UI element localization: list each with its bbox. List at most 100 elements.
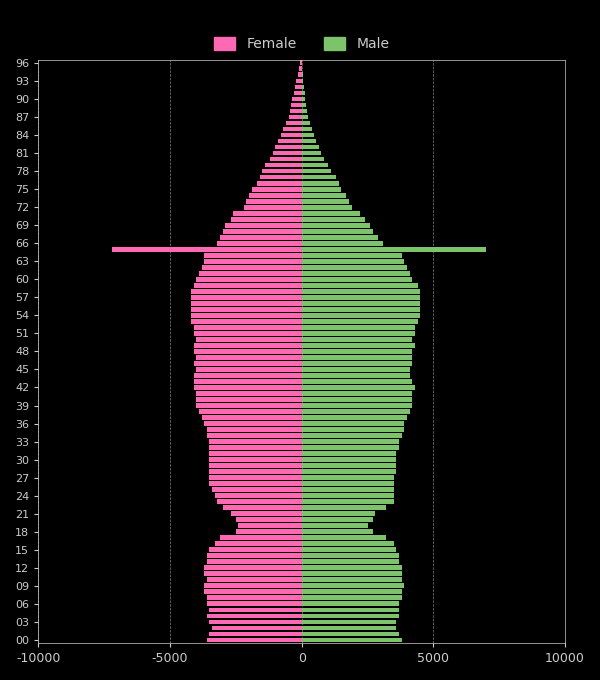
Bar [302, 415, 407, 420]
Bar [209, 481, 302, 486]
Bar [278, 139, 302, 143]
Bar [196, 277, 302, 282]
Bar [196, 391, 302, 396]
Bar [302, 156, 324, 161]
Bar [302, 602, 399, 607]
Bar [302, 632, 399, 636]
Bar [302, 307, 420, 311]
Bar [204, 590, 302, 594]
Bar [302, 488, 394, 492]
Bar [302, 511, 376, 516]
Bar [302, 445, 399, 450]
Bar [302, 103, 306, 107]
Bar [302, 475, 394, 480]
Bar [302, 583, 404, 588]
Bar [296, 78, 302, 84]
Bar [302, 560, 399, 564]
Bar [194, 325, 302, 330]
Bar [209, 607, 302, 612]
Bar [281, 133, 302, 137]
Bar [194, 373, 302, 378]
Bar [302, 367, 410, 372]
Bar [191, 295, 302, 300]
Bar [191, 313, 302, 318]
Bar [194, 379, 302, 384]
Bar [209, 619, 302, 624]
Bar [204, 566, 302, 571]
Bar [191, 319, 302, 324]
Bar [302, 163, 328, 167]
Bar [207, 427, 302, 432]
Bar [302, 175, 336, 180]
Bar [302, 349, 412, 354]
Bar [191, 301, 302, 306]
Bar [302, 247, 486, 252]
Bar [301, 61, 302, 65]
Bar [302, 379, 412, 384]
Bar [275, 145, 302, 150]
Bar [302, 469, 397, 474]
Bar [302, 554, 399, 558]
Bar [302, 499, 394, 504]
Bar [302, 78, 303, 84]
Bar [302, 439, 399, 444]
Bar [194, 331, 302, 336]
Bar [194, 385, 302, 390]
Bar [223, 228, 302, 234]
Bar [302, 373, 410, 378]
Bar [302, 114, 308, 120]
Bar [302, 84, 304, 89]
Bar [194, 283, 302, 288]
Bar [247, 199, 302, 203]
Bar [302, 547, 397, 552]
Legend: Female, Male: Female, Male [209, 32, 395, 57]
Bar [302, 343, 415, 347]
Bar [291, 103, 302, 107]
Bar [202, 415, 302, 420]
Bar [209, 439, 302, 444]
Bar [215, 541, 302, 546]
Bar [302, 529, 373, 534]
Bar [292, 97, 302, 101]
Bar [249, 192, 302, 197]
Bar [257, 181, 302, 186]
Bar [302, 427, 404, 432]
Bar [302, 199, 349, 203]
Bar [194, 343, 302, 347]
Bar [204, 571, 302, 576]
Bar [302, 73, 303, 78]
Bar [302, 90, 305, 95]
Bar [262, 169, 302, 173]
Bar [302, 638, 402, 643]
Bar [207, 596, 302, 600]
Bar [302, 577, 402, 582]
Bar [302, 596, 402, 600]
Bar [209, 457, 302, 462]
Bar [302, 337, 412, 342]
Bar [302, 283, 418, 288]
Bar [302, 403, 412, 408]
Bar [202, 265, 302, 270]
Bar [302, 241, 383, 245]
Bar [251, 187, 302, 192]
Bar [209, 463, 302, 468]
Bar [207, 560, 302, 564]
Bar [302, 452, 397, 456]
Bar [302, 205, 352, 209]
Bar [302, 265, 407, 270]
Bar [207, 554, 302, 558]
Bar [223, 505, 302, 510]
Bar [302, 295, 420, 300]
Bar [302, 223, 370, 228]
Bar [217, 499, 302, 504]
Bar [215, 493, 302, 498]
Bar [290, 109, 302, 114]
Bar [302, 313, 420, 318]
Bar [302, 571, 402, 576]
Bar [204, 253, 302, 258]
Bar [302, 217, 365, 222]
Bar [302, 493, 394, 498]
Bar [209, 632, 302, 636]
Bar [209, 445, 302, 450]
Bar [302, 517, 373, 522]
